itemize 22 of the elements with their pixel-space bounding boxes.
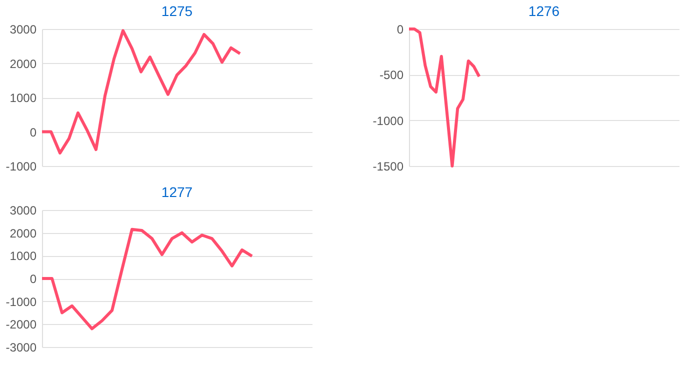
y-tick-label: 0	[30, 272, 37, 286]
line-series	[408, 28, 481, 168]
line-series	[40, 29, 242, 154]
y-tick-label: 2000	[10, 56, 37, 71]
y-tick-label: 1000	[10, 249, 37, 264]
y-tick-label: -2000	[6, 318, 37, 332]
y-tick-label: 0	[30, 125, 37, 140]
y-tick-label: 3000	[10, 204, 37, 218]
chart-title: 1276	[528, 3, 560, 19]
y-tick-label: 1000	[10, 91, 37, 105]
chart-title: 1275	[161, 3, 193, 19]
chart-title: 1277	[161, 184, 193, 200]
y-tick-label: -500	[379, 68, 404, 82]
y-tick-label: -3000	[6, 340, 37, 354]
y-tick-label: 0	[396, 22, 404, 36]
y-tick-label: 3000	[10, 22, 37, 36]
y-tick-label: -1000	[6, 160, 37, 174]
y-tick-label: -1500	[372, 160, 404, 174]
y-tick-label: 2000	[10, 226, 37, 240]
line-series	[40, 228, 254, 330]
y-tick-label: -1000	[372, 114, 404, 128]
y-tick-label: -1000	[6, 294, 37, 309]
